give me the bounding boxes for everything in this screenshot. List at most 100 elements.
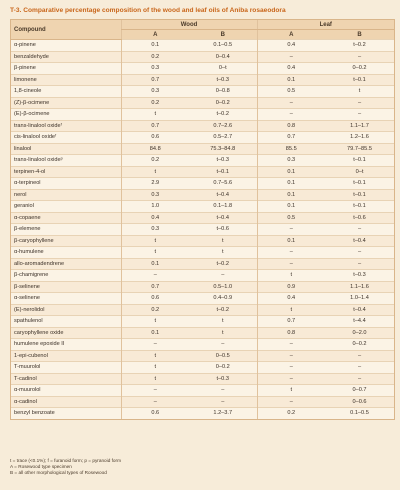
leaf-a-cell: 0.1 — [256, 200, 325, 212]
wood-b-cell: 0–0.5 — [189, 349, 257, 362]
wood-b-cell: – — [189, 338, 257, 350]
wood-a-cell: 2.9 — [120, 177, 189, 189]
table-row: trans-linalool oxideᶠ 0.7 0.7–2.6 0.8 1.1–1.… — [11, 119, 394, 132]
leaf-a-header: A — [256, 29, 325, 40]
wood-a-cell: 0.6 — [120, 131, 189, 143]
compound-cell: benzyl benzoate — [11, 407, 121, 419]
wood-a-cell: – — [120, 269, 189, 281]
wood-b-cell: t–0.2 — [189, 257, 257, 270]
leaf-a-cell: – — [256, 50, 325, 63]
leaf-b-cell: t–0.3 — [325, 269, 394, 281]
wood-b-cell: 0–0.2 — [189, 361, 257, 373]
table-row: spathulenol t t 0.7 t–4.4 — [11, 315, 394, 327]
leaf-b-cell: – — [325, 50, 394, 63]
wood-b-cell: 0.1–0.5 — [189, 39, 257, 51]
leaf-b-cell: 0–0.6 — [325, 395, 394, 408]
table-row: α-muurolol – – t 0–0.7 — [11, 384, 394, 396]
leaf-b-cell: t–0.2 — [325, 39, 394, 51]
table-row: caryophyllene oxide 0.1 t 0.8 0–2.0 — [11, 326, 394, 339]
wood-b-cell: t — [189, 315, 257, 327]
table-row: α-selinene 0.6 0.4–0.9 0.4 1.0–1.4 — [11, 292, 394, 304]
table-row: β-selinene 0.7 0.5–1.0 0.9 1.1–1.6 — [11, 280, 394, 293]
wood-b-cell: – — [189, 384, 257, 396]
wood-b-cell: 0.5–1.0 — [189, 280, 257, 293]
leaf-b-cell: t–0.4 — [325, 234, 394, 247]
leaf-a-cell: 0.4 — [256, 292, 325, 304]
leaf-b-cell: 1.1–1.6 — [325, 280, 394, 293]
table-row: T-cadinol t t–0.3– – — [11, 372, 394, 385]
leaf-b-cell: t–0.1 — [325, 154, 394, 166]
wood-a-cell: 84.8 — [120, 142, 189, 155]
leaf-b-cell: – — [325, 257, 394, 270]
leaf-a-cell: 0.8 — [256, 119, 325, 132]
wood-a-cell: 1.0 — [120, 200, 189, 212]
compound-cell: α-humulene — [11, 246, 121, 258]
wood-b-cell: t–0.6 — [189, 223, 257, 235]
wood-b-cell: 0–0.4 — [189, 50, 257, 63]
leaf-a-cell: 0.7 — [256, 131, 325, 143]
compound-cell: 1-epi-cubenol — [11, 349, 121, 362]
wood-a-header: A — [120, 29, 189, 40]
leaf-a-cell: 0.1 — [256, 177, 325, 189]
wood-b-header: B — [189, 29, 257, 40]
compound-cell: allo-aromadendrene — [11, 257, 121, 270]
leaf-a-cell: – — [256, 246, 325, 258]
leaf-b-cell: – — [325, 108, 394, 120]
wood-a-cell: 0.7 — [120, 280, 189, 293]
table-row: β-elemene 0.3 t–0.6– – — [11, 223, 394, 235]
wood-a-cell: 0.6 — [120, 292, 189, 304]
wood-a-cell: t — [120, 361, 189, 373]
wood-b-cell: 0.1–1.8 — [189, 200, 257, 212]
leaf-b-cell: t–0.1 — [325, 73, 394, 86]
compound-cell: α-muurolol — [11, 384, 121, 396]
wood-b-cell: – — [189, 269, 257, 281]
wood-b-cell: t–0.3 — [189, 73, 257, 86]
leaf-b-cell: t–4.4 — [325, 315, 394, 327]
wood-a-cell: t — [120, 234, 189, 247]
wood-b-cell: t — [189, 234, 257, 247]
table-row: trans-linalool oxideᵖ 0.2 t–0.3 0.3 t–0.1 — [11, 154, 394, 166]
leaf-b-cell: t–0.1 — [325, 200, 394, 212]
compound-cell: β-caryophyllene — [11, 234, 121, 247]
leaf-b-cell: 1.1–1.7 — [325, 119, 394, 132]
compound-cell: humulene epoxide II — [11, 338, 121, 350]
wood-a-cell: 0.4 — [120, 211, 189, 224]
wood-b-cell: t — [189, 326, 257, 339]
table-row: β-chamigrene – – t t–0.3 — [11, 269, 394, 281]
leaf-a-cell: 85.5 — [256, 142, 325, 155]
composition-table: Compound Wood Leaf A B A B α-pinene 0.1 0.… — [10, 19, 395, 420]
leaf-b-cell: 0.1–0.5 — [325, 407, 394, 419]
wood-b-cell: 0.7–2.6 — [189, 119, 257, 132]
compound-cell: β-elemene — [11, 223, 121, 235]
footnote-b: B = all other morphological types of Ros… — [10, 470, 107, 475]
compound-cell: (E)-nerolidol — [11, 303, 121, 316]
leaf-b-cell: – — [325, 372, 394, 385]
compound-cell: T-cadinol — [11, 372, 121, 385]
wood-b-cell: 0–0.8 — [189, 85, 257, 97]
table-row: 1,8-cineole 0.3 0–0.8 0.5 t — [11, 85, 394, 97]
table-row: α-cadinol – – –0–0.6 — [11, 395, 394, 408]
wood-b-cell: 0–0.2 — [189, 96, 257, 109]
data-table: Compound Wood Leaf A B A B α-pinene 0.1 0.… — [11, 20, 394, 419]
table-row: allo-aromadendrene 0.1 t–0.2– – — [11, 257, 394, 270]
leaf-a-cell: 0.1 — [256, 73, 325, 86]
table-row: α-humulene t t – – — [11, 246, 394, 258]
compound-cell: α-terpineol — [11, 177, 121, 189]
wood-a-cell: 0.1 — [120, 39, 189, 51]
table-row: terpinen-4-ol t t–0.1 0.1 0–t — [11, 165, 394, 178]
compound-cell: benzaldehyde — [11, 50, 121, 63]
footnote-a: A = Rosewood type specimen — [10, 464, 72, 469]
table-row: (E)-β-ocimene t t–0.2– – — [11, 108, 394, 120]
leaf-a-cell: t — [256, 384, 325, 396]
compound-cell: 1,8-cineole — [11, 85, 121, 97]
leaf-b-cell: 0–0.7 — [325, 384, 394, 396]
wood-a-cell: 0.2 — [120, 96, 189, 109]
wood-b-cell: 0.4–0.9 — [189, 292, 257, 304]
leaf-a-cell: 0.5 — [256, 85, 325, 97]
wood-b-cell: 1.2–3.7 — [189, 407, 257, 419]
wood-b-cell: t — [189, 246, 257, 258]
leaf-a-cell: 0.4 — [256, 39, 325, 51]
leaf-b-cell: t — [325, 85, 394, 97]
table-row: (Z)-β-ocimene 0.2 0–0.2– – — [11, 96, 394, 109]
leaf-header: Leaf — [256, 20, 394, 30]
